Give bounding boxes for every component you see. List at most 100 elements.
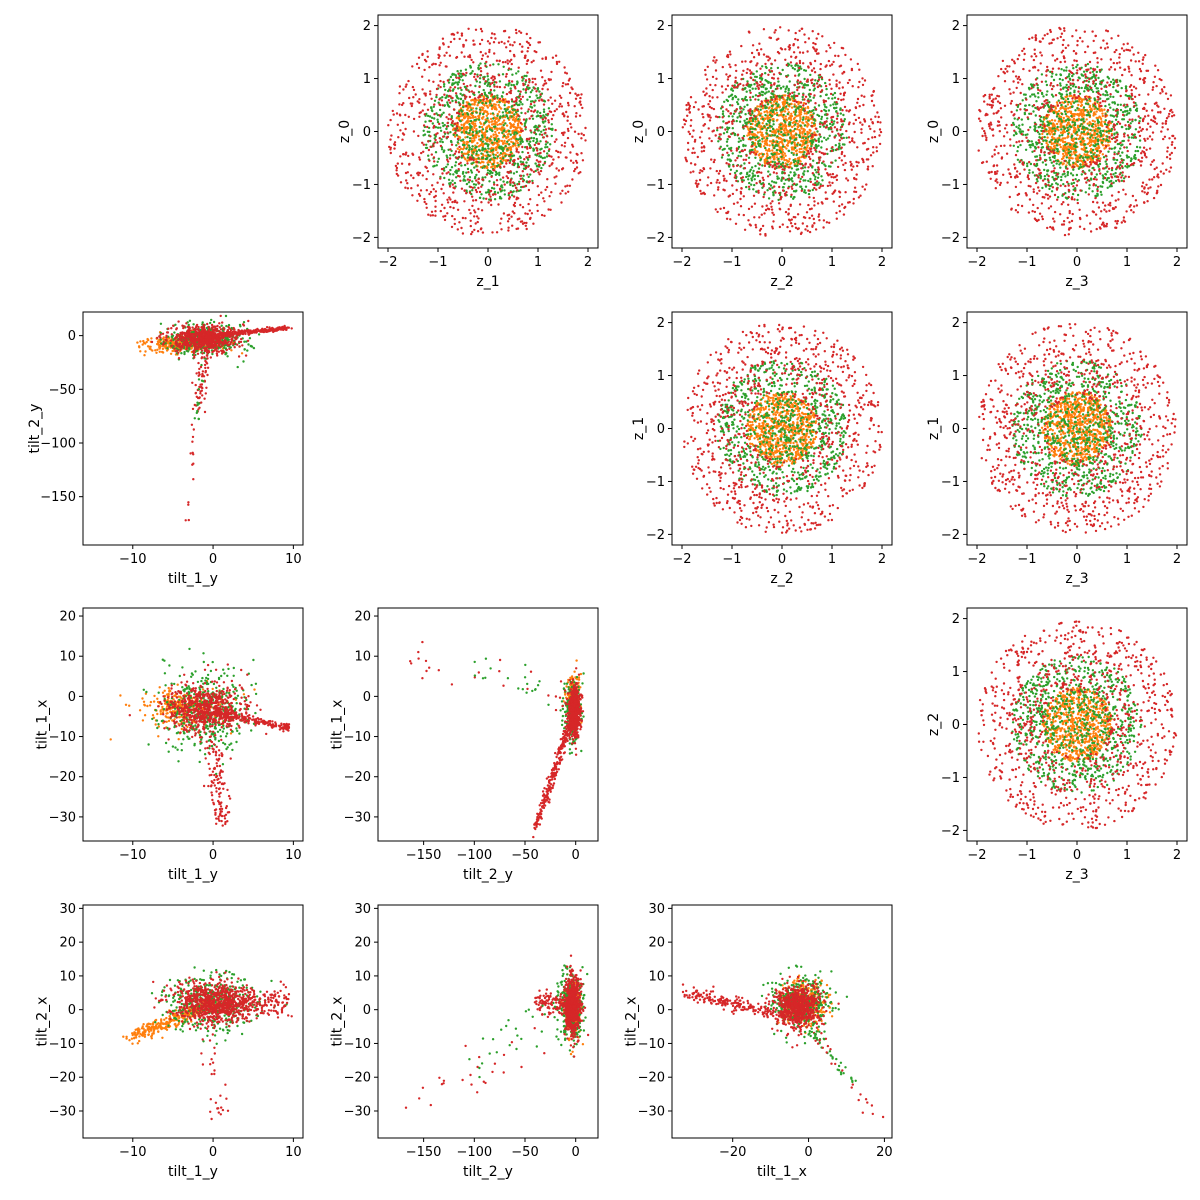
scatter-point <box>786 96 789 100</box>
scatter-point <box>798 61 802 65</box>
scatter-point <box>519 98 523 101</box>
scatter-point <box>493 83 496 86</box>
scatter-point <box>477 207 480 211</box>
scatter-point <box>755 64 758 67</box>
scatter-point <box>485 157 488 161</box>
scatter-point <box>759 126 762 129</box>
scatter-point <box>727 195 730 198</box>
scatter-point <box>472 158 475 162</box>
scatter-point <box>510 80 514 83</box>
scatter-point <box>798 135 802 139</box>
scatter-point <box>803 189 806 192</box>
scatter-point <box>484 52 487 55</box>
scatter-point <box>422 129 425 132</box>
scatter-point <box>499 160 502 163</box>
scatter-point <box>708 95 711 98</box>
scatter-point <box>448 94 451 98</box>
scatter-point <box>434 126 438 129</box>
scatter-point <box>559 151 562 154</box>
scatter-point <box>510 62 513 66</box>
scatter-point <box>474 78 477 81</box>
scatter-point <box>451 89 455 92</box>
scatter-point <box>812 112 815 115</box>
scatter-point <box>517 151 520 154</box>
scatter-point <box>685 160 688 163</box>
scatter-point <box>731 84 734 88</box>
scatter-point <box>424 92 427 95</box>
scatter-point <box>805 211 809 214</box>
scatter-point <box>497 203 500 206</box>
scatter-point <box>766 114 769 117</box>
scatter-point <box>851 139 854 142</box>
scatter-point <box>820 109 823 113</box>
scatter-point <box>520 50 523 53</box>
scatter-point <box>873 135 877 139</box>
scatter-point <box>517 66 520 69</box>
scatter-point <box>862 142 865 145</box>
scatter-point <box>511 224 514 227</box>
scatter-point <box>481 157 484 160</box>
scatter-point <box>544 188 547 191</box>
scatter-point <box>801 51 805 54</box>
scatter-point <box>503 142 507 145</box>
scatter-point <box>479 106 482 110</box>
scatter-point <box>492 187 496 190</box>
scatter-point <box>830 120 833 124</box>
scatter-point <box>511 44 514 47</box>
scatter-point <box>803 151 806 154</box>
scatter-point <box>754 223 757 227</box>
scatter-point <box>840 159 843 162</box>
scatter-point <box>547 119 550 122</box>
scatter-point <box>814 228 818 231</box>
scatter-point <box>442 215 445 218</box>
scatter-point <box>455 56 458 59</box>
scatter-point <box>817 78 821 82</box>
scatter-point <box>746 82 749 85</box>
scatter-point <box>728 172 732 176</box>
scatter-point <box>481 54 485 57</box>
scatter-point <box>749 72 752 76</box>
scatter-point <box>485 166 489 170</box>
scatter-point <box>879 130 883 134</box>
scatter-point <box>505 92 509 96</box>
scatter-point <box>513 133 516 136</box>
scatter-point <box>775 85 779 88</box>
scatter-point <box>445 154 448 157</box>
scatter-point <box>729 94 732 97</box>
scatter-point <box>477 101 480 104</box>
scatter-point <box>392 113 395 116</box>
scatter-point <box>853 130 856 134</box>
scatter-point <box>514 28 518 32</box>
scatter-point <box>402 102 405 105</box>
scatter-point <box>507 226 510 229</box>
scatter-point <box>483 104 486 107</box>
scatter-point <box>442 192 445 195</box>
scatter-point <box>493 97 496 101</box>
scatter-point <box>524 128 527 131</box>
scatter-point <box>464 136 467 139</box>
scatter-point <box>755 75 758 79</box>
scatter-point <box>490 107 494 111</box>
scatter-point <box>462 152 466 155</box>
scatter-point <box>454 101 458 104</box>
x-tick-label: 1 <box>534 255 542 270</box>
scatter-point <box>750 83 753 87</box>
scatter-point <box>802 93 805 97</box>
scatter-point <box>565 110 568 114</box>
scatter-point <box>506 142 509 145</box>
scatter-point <box>805 146 808 149</box>
scatter-point <box>510 194 514 197</box>
scatter-point <box>536 209 539 213</box>
scatter-point <box>785 105 788 108</box>
scatter-point <box>496 183 499 187</box>
scatter-point <box>473 228 476 232</box>
scatter-point <box>486 106 490 109</box>
scatter-point <box>771 191 775 194</box>
scatter-point <box>739 139 742 142</box>
scatter-point <box>741 137 745 140</box>
scatter-point <box>818 219 821 222</box>
scatter-point <box>466 108 469 112</box>
scatter-point <box>707 127 710 130</box>
scatter-point <box>782 177 785 180</box>
